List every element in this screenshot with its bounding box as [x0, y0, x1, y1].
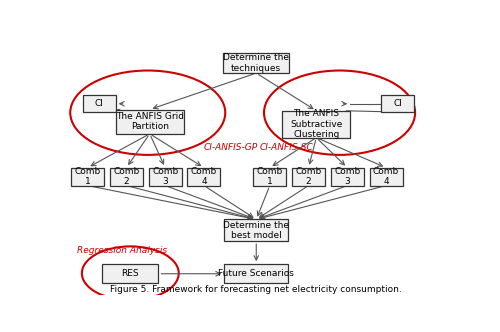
Text: Figure 5. Framework for forecasting net electricity consumption.: Figure 5. Framework for forecasting net … — [110, 285, 402, 294]
Text: The ANFIS Grid
Partition: The ANFIS Grid Partition — [116, 112, 184, 131]
FancyBboxPatch shape — [331, 168, 364, 186]
Text: Comb
3: Comb 3 — [152, 167, 178, 186]
Text: Comb
2: Comb 2 — [114, 167, 140, 186]
FancyBboxPatch shape — [292, 168, 325, 186]
Text: Determine the
techniques: Determine the techniques — [223, 53, 289, 73]
FancyBboxPatch shape — [102, 264, 158, 283]
FancyBboxPatch shape — [71, 168, 104, 186]
Text: CI: CI — [393, 99, 402, 108]
Text: CI-ANFIS-GP: CI-ANFIS-GP — [204, 143, 258, 152]
Text: Comb
1: Comb 1 — [74, 167, 101, 186]
FancyBboxPatch shape — [116, 110, 184, 134]
FancyBboxPatch shape — [254, 168, 286, 186]
Text: Future Scenarios: Future Scenarios — [218, 269, 294, 278]
Text: Determine the
best model: Determine the best model — [223, 220, 289, 240]
Text: Comb
4: Comb 4 — [373, 167, 399, 186]
Text: Comb
1: Comb 1 — [256, 167, 283, 186]
FancyBboxPatch shape — [188, 168, 220, 186]
FancyBboxPatch shape — [370, 168, 402, 186]
Text: Comb
2: Comb 2 — [296, 167, 322, 186]
Text: CI: CI — [95, 99, 104, 108]
Text: Comb
3: Comb 3 — [334, 167, 360, 186]
FancyBboxPatch shape — [224, 52, 289, 73]
FancyBboxPatch shape — [381, 95, 414, 112]
Text: Regression Analysis: Regression Analysis — [77, 246, 168, 255]
FancyBboxPatch shape — [224, 219, 288, 241]
FancyBboxPatch shape — [83, 95, 116, 112]
FancyBboxPatch shape — [148, 168, 182, 186]
Text: RES: RES — [122, 269, 139, 278]
FancyBboxPatch shape — [282, 111, 350, 138]
FancyBboxPatch shape — [110, 168, 143, 186]
Text: CI-ANFIS-SC: CI-ANFIS-SC — [260, 143, 313, 152]
Text: Comb
4: Comb 4 — [191, 167, 217, 186]
Text: The ANFIS
Subtractive
Clustering: The ANFIS Subtractive Clustering — [290, 109, 343, 139]
FancyBboxPatch shape — [224, 264, 288, 283]
